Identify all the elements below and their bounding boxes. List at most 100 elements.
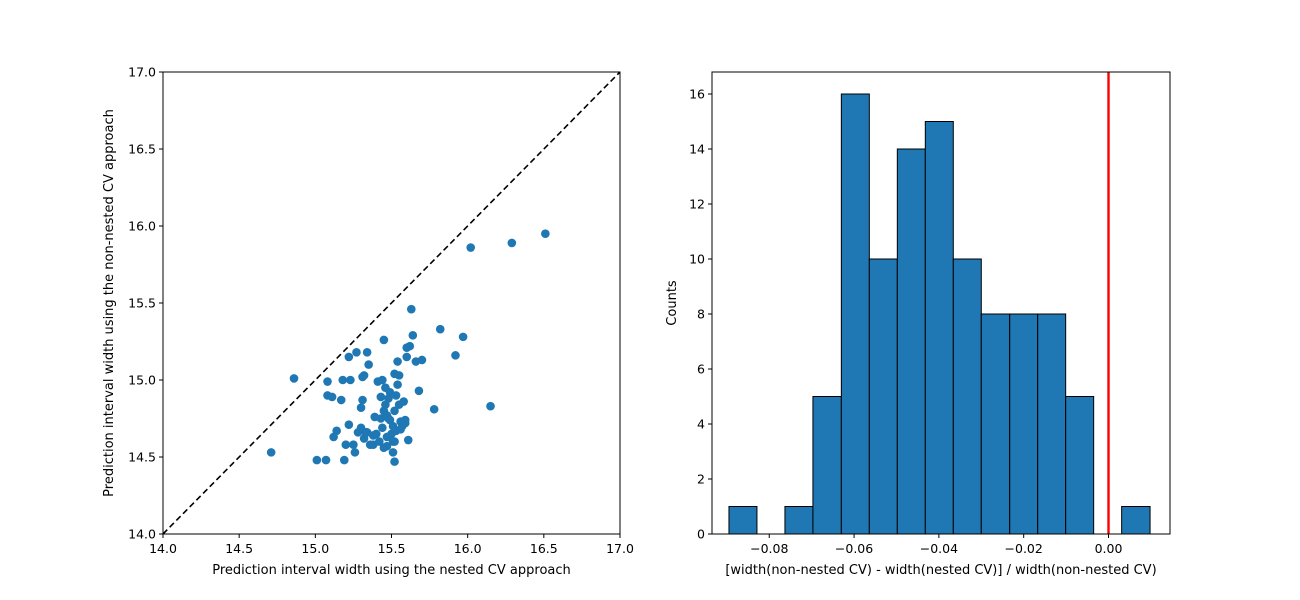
histogram-x-tick-label: −0.08 [750, 541, 788, 556]
histogram-y-tick-label: 2 [697, 472, 705, 487]
histogram-bar [952, 258, 982, 535]
scatter-y-tick-label: 15.5 [128, 296, 156, 311]
scatter-point [429, 404, 439, 414]
scatter-point [375, 437, 384, 446]
scatter-point [376, 392, 386, 402]
scatter-panel: 14.0 14.5 15.0 15.5 16.0 16.5 17.0 14.0 14.5 15.… [102, 65, 634, 579]
scatter-point [541, 229, 550, 238]
histogram-y-tick-label: 8 [697, 307, 705, 322]
scatter-x-tick-label: 14.5 [225, 541, 253, 556]
scatter-point [327, 392, 337, 402]
histogram-bar [728, 506, 758, 535]
scatter-point [346, 375, 355, 385]
scatter-point [507, 238, 517, 248]
scatter-point [358, 395, 367, 405]
scatter-point [382, 411, 392, 420]
scatter-point [379, 335, 389, 345]
histogram-x-tick-label: −0.02 [1005, 541, 1043, 556]
scatter-x-tick-label: 16.5 [530, 541, 558, 556]
histogram-x-tick-label: 0.00 [1095, 541, 1123, 556]
scatter-point [486, 401, 495, 411]
scatter-y-tick-label: 17.0 [128, 65, 156, 80]
scatter-point [339, 455, 349, 465]
scatter-point [435, 324, 445, 334]
histogram-y-tick-label: 6 [697, 362, 705, 377]
scatter-y-tick-label: 14.5 [128, 450, 156, 465]
scatter-y-axis-label: Prediction interval width using the non-… [102, 109, 117, 497]
scatter-point [352, 347, 361, 357]
histogram-bar [924, 121, 954, 535]
scatter-point [393, 357, 402, 366]
scatter-x-ticks: 14.0 14.5 15.0 15.5 16.0 16.5 17.0 [149, 534, 634, 556]
histogram-bar [1037, 313, 1067, 535]
scatter-point [344, 352, 354, 362]
histogram-bar [868, 258, 898, 535]
scatter-point [378, 423, 387, 433]
scatter-y-tick-label: 15.0 [128, 373, 156, 388]
histogram-y-axis-label: Counts [665, 280, 680, 326]
scatter-point [341, 440, 351, 449]
scatter-point [382, 441, 392, 451]
histogram-x-ticks: −0.08 −0.06 −0.04 −0.02 0.00 [750, 534, 1122, 556]
scatter-x-tick-label: 15.5 [378, 541, 406, 556]
scatter-point [344, 420, 354, 429]
scatter-y-tick-label: 14.0 [128, 527, 156, 542]
scatter-x-tick-label: 16.0 [454, 541, 482, 556]
scatter-x-axis-label: Prediction interval width using the nest… [212, 563, 571, 578]
scatter-point [417, 355, 427, 365]
scatter-point [400, 415, 410, 425]
histogram-y-tick-label: 16 [689, 87, 705, 102]
scatter-point [402, 352, 412, 362]
histogram-panel: −0.08 −0.06 −0.04 −0.02 0.00 0 2 4 6 8 10 12 14 16 [… [665, 71, 1171, 578]
histogram-axes-frame [711, 71, 1171, 535]
scatter-point [390, 437, 399, 446]
scatter-point [289, 374, 299, 383]
scatter-point [451, 351, 460, 360]
scatter-point [364, 360, 373, 369]
scatter-point [391, 391, 401, 400]
scatter-point [405, 341, 415, 351]
histogram-bar [784, 506, 814, 535]
scatter-point [371, 429, 381, 439]
scatter-x-tick-label: 15.0 [301, 541, 329, 556]
scatter-point [403, 435, 413, 445]
scatter-point [414, 386, 424, 396]
histogram-bar [1065, 396, 1095, 535]
scatter-point [336, 395, 346, 405]
histogram-y-tick-label: 10 [689, 252, 705, 267]
histogram-bar [1121, 506, 1151, 535]
scatter-point [321, 455, 331, 465]
scatter-point [332, 426, 341, 436]
scatter-point [266, 448, 276, 457]
scatter-point [466, 243, 476, 252]
scatter-y-ticks: 14.0 14.5 15.0 15.5 16.0 16.5 17.0 [128, 65, 163, 542]
histogram-x-tick-label: −0.06 [835, 541, 873, 556]
scatter-y-tick-label: 16.5 [128, 142, 156, 157]
scatter-point [338, 375, 348, 385]
histogram-y-tick-label: 12 [689, 197, 705, 212]
histogram-bar [840, 93, 870, 535]
scatter-point [312, 455, 322, 465]
scatter-point [407, 304, 416, 314]
scatter-point [388, 448, 398, 457]
scatter-point [356, 403, 366, 413]
scatter-points [266, 229, 550, 466]
scatter-point [378, 375, 387, 385]
histogram-x-tick-label: −0.04 [920, 541, 958, 556]
histogram-bar [980, 313, 1011, 535]
scatter-point [362, 347, 372, 357]
histogram-x-axis-label: [width(non-nested CV) - width(nested CV)… [725, 563, 1156, 578]
scatter-point [359, 371, 369, 380]
scatter-point [394, 371, 404, 380]
histogram-bar [896, 148, 926, 535]
scatter-point [399, 397, 408, 406]
histogram-bar [812, 396, 842, 535]
scatter-point [393, 380, 402, 389]
scatter-y-tick-label: 16.0 [128, 219, 156, 234]
scatter-x-tick-label: 14.0 [149, 541, 177, 556]
histogram-bar [1009, 313, 1039, 535]
scatter-point [408, 331, 418, 340]
scatter-point [390, 457, 399, 466]
scatter-diagonal-reference-line [162, 71, 621, 535]
